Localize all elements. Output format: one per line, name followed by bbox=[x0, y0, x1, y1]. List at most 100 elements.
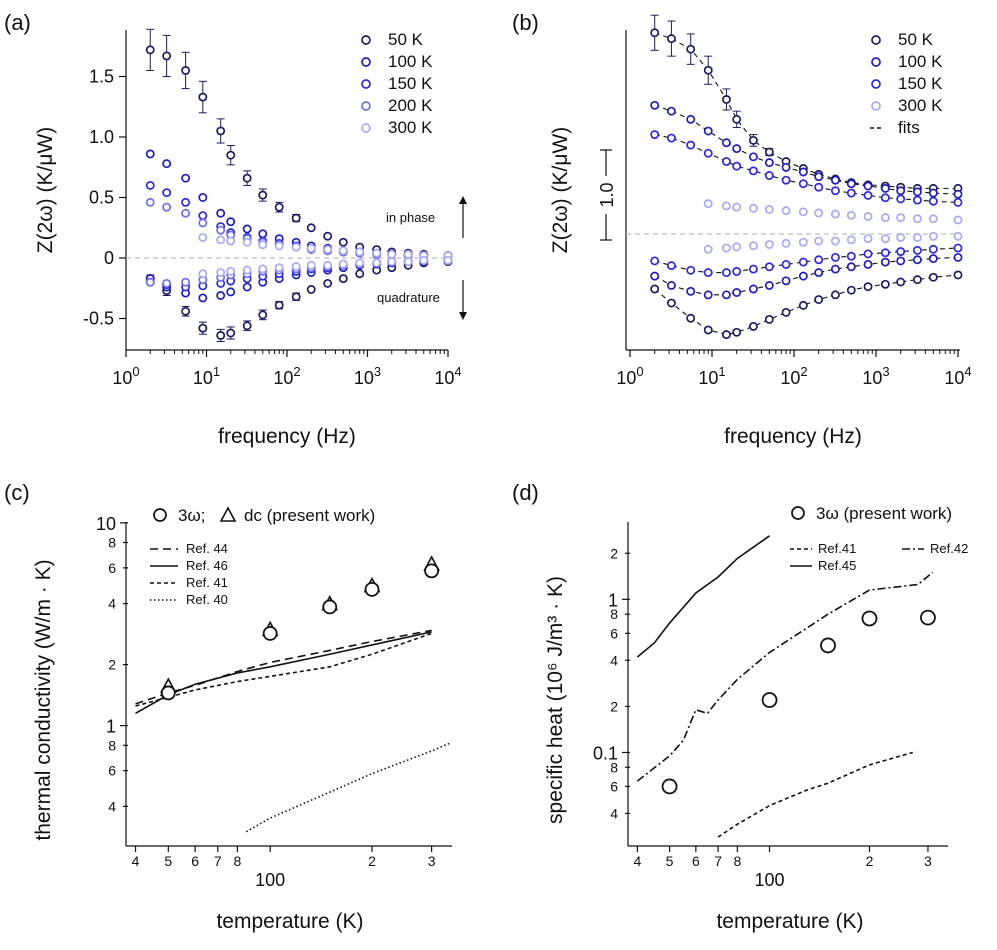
panel-d-3omega-point bbox=[920, 609, 936, 626]
panel-c-x-tick-label: 7 bbox=[214, 853, 222, 869]
panel-b-quadrature-point bbox=[650, 271, 660, 281]
panel-b-quadrature-point bbox=[880, 234, 890, 244]
panel-c-3omega-point bbox=[364, 581, 380, 597]
panel-a-quadrature-point bbox=[145, 277, 155, 287]
panel-a-quadrature-point bbox=[291, 262, 301, 271]
panel-a-in-phase-point bbox=[323, 231, 333, 241]
panel-label-d: (d) bbox=[512, 480, 539, 505]
panel-d-3omega-point bbox=[761, 692, 778, 708]
panel-b-in-phase-point bbox=[912, 214, 922, 224]
panel-b-scale-bar: 1.0 bbox=[596, 149, 617, 241]
panel-a-in-phase-point bbox=[338, 237, 348, 247]
panel-b-quadrature-point bbox=[748, 284, 758, 294]
panel-b-quadrature-point bbox=[880, 279, 890, 289]
panel-b-quadrature-point bbox=[896, 233, 906, 242]
panel-a-in-phase-point bbox=[216, 225, 226, 235]
panel-b-legend-fit-label: fits bbox=[898, 118, 920, 137]
panel-a-quadrature-point bbox=[387, 257, 397, 267]
panel-c-y-tick-label: 6 bbox=[108, 763, 116, 779]
panel-c-ref-curve bbox=[135, 632, 432, 707]
panel-a-y-tick-label: 0 bbox=[104, 248, 114, 268]
panel-a-in-phase-point bbox=[198, 211, 208, 221]
panel-c-x-tick-label: 2 bbox=[368, 853, 376, 869]
panel-c-3omega-point bbox=[322, 599, 338, 615]
panel-d-legend-ref-label: Ref.45 bbox=[818, 558, 856, 573]
panel-c-ref-curve bbox=[245, 742, 451, 833]
panel-b-in-phase-point bbox=[830, 175, 840, 185]
panel-a-y-tick-label: -0.5 bbox=[83, 309, 114, 329]
panel-c-y-tick-label: 10 bbox=[96, 514, 116, 534]
panel-c-y-tick-label: 2 bbox=[108, 657, 116, 673]
panel-b-in-phase-point bbox=[650, 28, 660, 38]
panel-b-in-phase-point bbox=[896, 213, 906, 223]
panel-a-quadrature-point bbox=[242, 321, 252, 331]
panel-d-x-tick-label: 7 bbox=[714, 853, 722, 869]
panel-a-quadrature-point bbox=[198, 323, 208, 333]
panel-b-in-phase-point bbox=[953, 189, 963, 199]
panel-d-legend-ref-label: Ref.41 bbox=[818, 541, 856, 556]
panel-b-quadrature-point bbox=[846, 262, 856, 272]
panel-b-in-phase-point bbox=[748, 203, 758, 213]
panel-b-quadrature-point bbox=[650, 284, 660, 294]
panel-a-in-phase-point bbox=[198, 193, 208, 202]
panel-b-x-tick-label: 100 bbox=[616, 364, 643, 388]
panel-d-ref-curve bbox=[636, 571, 934, 782]
panel-a-quadrature-point bbox=[274, 300, 284, 310]
panel-a-in-phase-point bbox=[306, 223, 316, 233]
panel-a-quadrature-point bbox=[323, 260, 333, 270]
panel-b-legend-marker bbox=[871, 79, 881, 89]
panel-a-in-phase-point bbox=[291, 213, 301, 223]
panel-d-y-tick-label: 2 bbox=[610, 698, 618, 714]
panel-a-legend-marker bbox=[361, 57, 371, 67]
panel-b-in-phase-point bbox=[764, 171, 774, 180]
panel-b-quadrature-point bbox=[686, 286, 696, 296]
panel-a-quadrature-point bbox=[323, 278, 333, 288]
panel-b-legend-label: 100 K bbox=[898, 52, 943, 71]
panel-b-quadrature-point bbox=[863, 282, 873, 292]
panel-b-in-phase-point bbox=[732, 114, 742, 124]
panel-b-quadrature-point bbox=[666, 261, 676, 271]
panel-label-b: (b) bbox=[512, 10, 539, 35]
panel-d-y-label: specific heat (10⁶ J/m³ · K) bbox=[544, 576, 567, 824]
panel-b-quadrature-point bbox=[953, 231, 963, 241]
panel-a-quadrature-point bbox=[216, 291, 226, 300]
panel-c-legend-ref-label: Ref. 40 bbox=[186, 592, 228, 607]
panel-b-quadrature-point bbox=[896, 277, 906, 287]
panel-a-quadrature-point bbox=[242, 282, 252, 292]
panel-a-quadrature-label: quadrature bbox=[377, 290, 440, 305]
panel-a-quadrature-point bbox=[242, 265, 252, 275]
panel-a-x-tick-label: 102 bbox=[273, 364, 300, 388]
panel-a-quadrature-point bbox=[258, 310, 268, 320]
panel-a-in-phase-point bbox=[145, 180, 155, 190]
panel-d-ref-curve bbox=[717, 751, 913, 838]
panel-b-quadrature-point bbox=[928, 231, 938, 241]
panel-c-ref-curve bbox=[135, 631, 432, 715]
panel-a-in-phase-point bbox=[242, 173, 252, 183]
panel-a-in-phase-point bbox=[226, 236, 236, 246]
panel-d-x-label: temperature (K) bbox=[716, 910, 863, 933]
panel-b-y-label: Z(2ω) (K/μW) bbox=[549, 127, 572, 253]
panel-b-in-phase-point bbox=[666, 133, 676, 143]
panel-a-legend-label: 200 K bbox=[388, 96, 433, 115]
panel-a-quadrature-point bbox=[181, 277, 191, 287]
panel-a-quadrature-point bbox=[338, 274, 348, 284]
panel-b-quadrature-point bbox=[896, 247, 906, 256]
panel-b-legend-label: 150 K bbox=[898, 74, 943, 93]
panel-b-in-phase-point bbox=[732, 202, 742, 212]
panel-b-legend-marker bbox=[871, 57, 881, 67]
panel-a-quadrature-point bbox=[226, 266, 236, 276]
panel-a-in-phase-point bbox=[216, 208, 226, 218]
panel-b-quadrature-point bbox=[764, 281, 774, 290]
panel-b-legend-marker bbox=[871, 35, 881, 45]
panel-c-legend-ref-label: Ref. 44 bbox=[186, 541, 228, 556]
panel-b-in-phase-point bbox=[764, 147, 774, 157]
panel-a-quadrature-point bbox=[226, 287, 236, 297]
panel-b-quadrature-point bbox=[781, 276, 791, 286]
panel-b-in-phase-point bbox=[928, 188, 938, 198]
panel-b-in-phase-point bbox=[912, 187, 922, 197]
panel-b-quadrature-point bbox=[666, 298, 676, 308]
panel-b-quadrature-point bbox=[830, 252, 840, 262]
panel-a-in-phase-point bbox=[226, 150, 236, 160]
panel-a-quadrature-point bbox=[274, 263, 284, 273]
panel-b-quadrature-point bbox=[880, 257, 890, 267]
